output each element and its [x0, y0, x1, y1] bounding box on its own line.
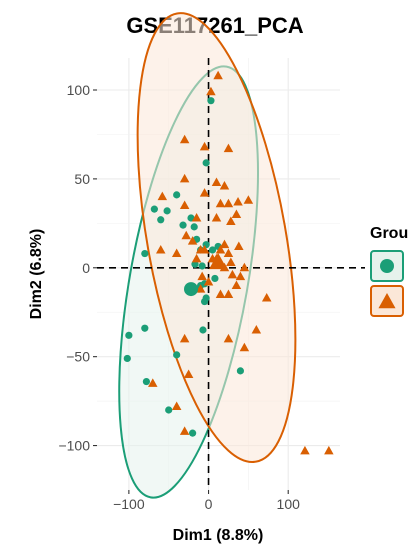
legend-marker-0	[380, 259, 394, 273]
series-0-point-31	[141, 249, 149, 258]
x-tick-label-2: 100	[277, 496, 301, 512]
confidence-ellipses	[118, 12, 297, 499]
y-axis-title: Dim2 (6.8%)	[28, 229, 45, 320]
series-1-point-34	[227, 269, 238, 279]
series-1-point-9	[215, 198, 226, 208]
legend: Grou	[370, 225, 408, 317]
series-1-point-48	[171, 401, 182, 410]
reference-lines	[97, 58, 365, 490]
series-1-point-39	[215, 289, 226, 298]
series-1-point-43	[251, 325, 262, 334]
series-0-point-19	[211, 274, 219, 283]
series-1-point-24	[195, 245, 206, 254]
series-1-point-4	[223, 143, 234, 153]
series-0-point-18	[200, 297, 209, 306]
series-1-point-40	[223, 289, 234, 298]
series-1-point-25	[215, 245, 226, 254]
series-1-point-13	[157, 191, 168, 201]
series-0-point-25	[173, 351, 181, 359]
x-tick-label-0: −100	[113, 496, 145, 512]
series-0-point-4	[163, 207, 171, 215]
series-1-point-22	[234, 241, 244, 250]
series-1-point-33	[235, 271, 246, 281]
series-0-point-21	[199, 326, 207, 334]
y-tick-label-2: 0	[82, 260, 90, 276]
series-0-point-29	[236, 367, 245, 375]
series-1-point-32	[239, 262, 250, 272]
series-1-point-50	[300, 445, 310, 455]
series-1-point-20	[187, 236, 198, 245]
series-1-point-29	[191, 253, 202, 263]
series-1-point-45	[223, 333, 234, 343]
series-1-point-42	[261, 293, 272, 302]
y-tick-label-0: −100	[58, 438, 90, 454]
series-1-point-12	[243, 195, 254, 204]
data-points	[123, 70, 334, 455]
series-0-point-14	[198, 262, 206, 270]
series-1-point-51	[324, 445, 334, 455]
series-1-point-8	[199, 188, 210, 197]
series-1-point-47	[183, 369, 194, 378]
series-1-point-11	[233, 197, 243, 206]
series-0-point-6	[179, 221, 187, 229]
series-1-point-6	[211, 177, 222, 186]
series-1-point-35	[231, 280, 242, 290]
series-1-point-38	[195, 284, 206, 293]
series-1-point-5	[179, 173, 190, 183]
y-tick-label-3: 50	[74, 171, 90, 187]
y-tick-label-1: −50	[66, 349, 90, 365]
series-1-point-3	[199, 141, 210, 151]
series-1-point-15	[231, 209, 242, 218]
legend-marker-1	[378, 293, 396, 309]
legend-title: Grou	[370, 225, 408, 242]
axis-ticks: −100 0 100 −100 −50 0 50 100	[58, 82, 300, 512]
series-1-point-37	[203, 277, 214, 286]
series-1-point-7	[219, 181, 230, 190]
series-0-point-22	[125, 331, 133, 339]
series-1-point-46	[179, 333, 190, 343]
series-1-point-21	[219, 239, 230, 249]
y-tick-label-4: 100	[67, 82, 91, 98]
series-1-point-16	[191, 213, 202, 222]
series-1-point-1	[206, 86, 216, 96]
group-centroids	[184, 252, 228, 297]
series-1-point-36	[197, 271, 207, 281]
series-0-point-30	[207, 97, 215, 105]
series-0-point-1	[173, 191, 181, 199]
series-1-centroid	[209, 252, 228, 270]
series-1-point-44	[239, 342, 250, 352]
series-1-point-49	[179, 426, 190, 435]
series-0-centroid	[184, 282, 199, 297]
series-0-point-13	[191, 260, 199, 268]
series-1-point-14	[179, 200, 190, 210]
series-1-point-17	[211, 213, 222, 222]
series-0-point-26	[142, 377, 150, 386]
series-1-point-0	[213, 70, 223, 80]
x-tick-label-1: 0	[205, 496, 213, 512]
series-1-point-2	[179, 134, 190, 144]
series-1-point-52	[171, 248, 182, 258]
series-1-point-18	[226, 216, 236, 226]
series-0-point-28	[189, 429, 197, 437]
series-1-point-10	[223, 198, 234, 208]
series-0-point-3	[157, 216, 165, 224]
series-1-point-31	[226, 257, 236, 266]
series-0-point-2	[150, 205, 158, 213]
series-1-point-41	[148, 378, 158, 387]
series-0-point-27	[165, 406, 173, 414]
series-0-point-24	[123, 354, 131, 363]
series-0-point-23	[141, 324, 149, 332]
series-0-point-7	[190, 223, 198, 231]
series-1-point-53	[155, 245, 166, 254]
series-1-ellipse	[136, 12, 297, 463]
series-1-point-26	[223, 248, 234, 258]
series-1-point-19	[181, 230, 191, 240]
series-0-point-0	[202, 159, 210, 167]
x-axis-title: Dim1 (8.8%)	[173, 527, 264, 544]
series-0-point-11	[208, 246, 217, 254]
